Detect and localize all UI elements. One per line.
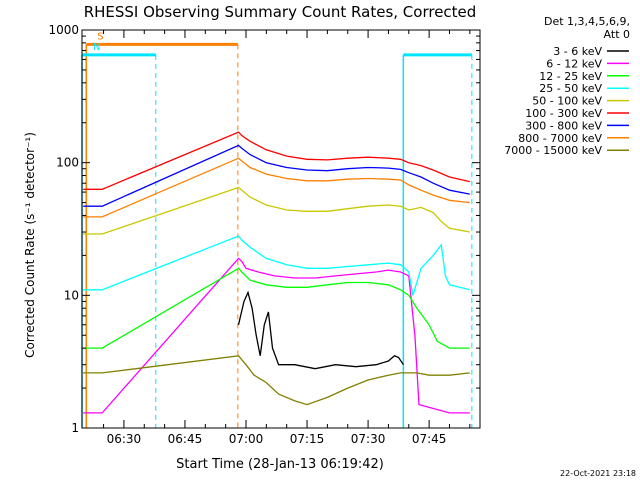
y-tick-label-3: 1000 [48,23,79,37]
x-tick-label-2: 07:00 [229,432,264,446]
x-tick-label-0: 06:30 [107,432,142,446]
series-line-4 [83,186,470,235]
footer-timestamp: 22-Oct-2021 23:18 [560,469,636,478]
x-axis-label: Start Time (28-Jan-13 06:19:42) [176,457,384,472]
x-tick-label-5: 07:45 [412,432,447,446]
legend-label-8: 7000 - 15000 keV [504,144,602,157]
series-line-5 [83,131,470,190]
y-tick-label-0: 1 [71,421,79,435]
legend-label-5: 100 - 300 keV [525,107,602,120]
legend-label-6: 300 - 800 keV [525,119,602,132]
series-line-6 [83,144,470,207]
series-line-7 [83,157,470,218]
plot-frame [81,29,481,429]
legend-label-1: 6 - 12 keV [546,57,602,70]
legend-label-0: 3 - 6 keV [553,45,602,58]
marker-label-0: S [97,31,103,42]
y-tick-label-2: 100 [56,156,79,170]
x-tick-label-3: 07:15 [290,432,325,446]
series-line-0 [237,290,404,370]
legend-label-2: 12 - 25 keV [539,70,602,83]
x-tick-label-4: 07:30 [351,432,386,446]
legend-label-7: 800 - 7000 keV [518,132,602,145]
legend-header-line-1: Det 1,3,4,5,6,9, [544,15,630,28]
chart-title: RHESSI Observing Summary Count Rates, Co… [84,3,477,21]
legend-label-3: 25 - 50 keV [539,82,602,95]
series-layer [83,131,470,414]
series-line-2 [83,267,470,349]
y-tick-label-1: 10 [64,288,79,302]
series-line-1 [83,257,470,414]
axes-layer: 06:30 06:45 07:00 07:15 07:30 07:45 1 10 100 1000 [48,23,480,446]
marker-label-1: N [93,42,100,53]
legend-label-4: 50 - 100 keV [532,95,602,108]
series-line-8 [83,355,470,406]
x-tick-label-1: 06:45 [168,432,203,446]
y-axis-label: Corrected Count Rate (s⁻¹ detector⁻¹) [23,132,37,358]
legend-header-line-2: Att 0 [604,28,630,41]
series-line-3 [83,235,470,296]
